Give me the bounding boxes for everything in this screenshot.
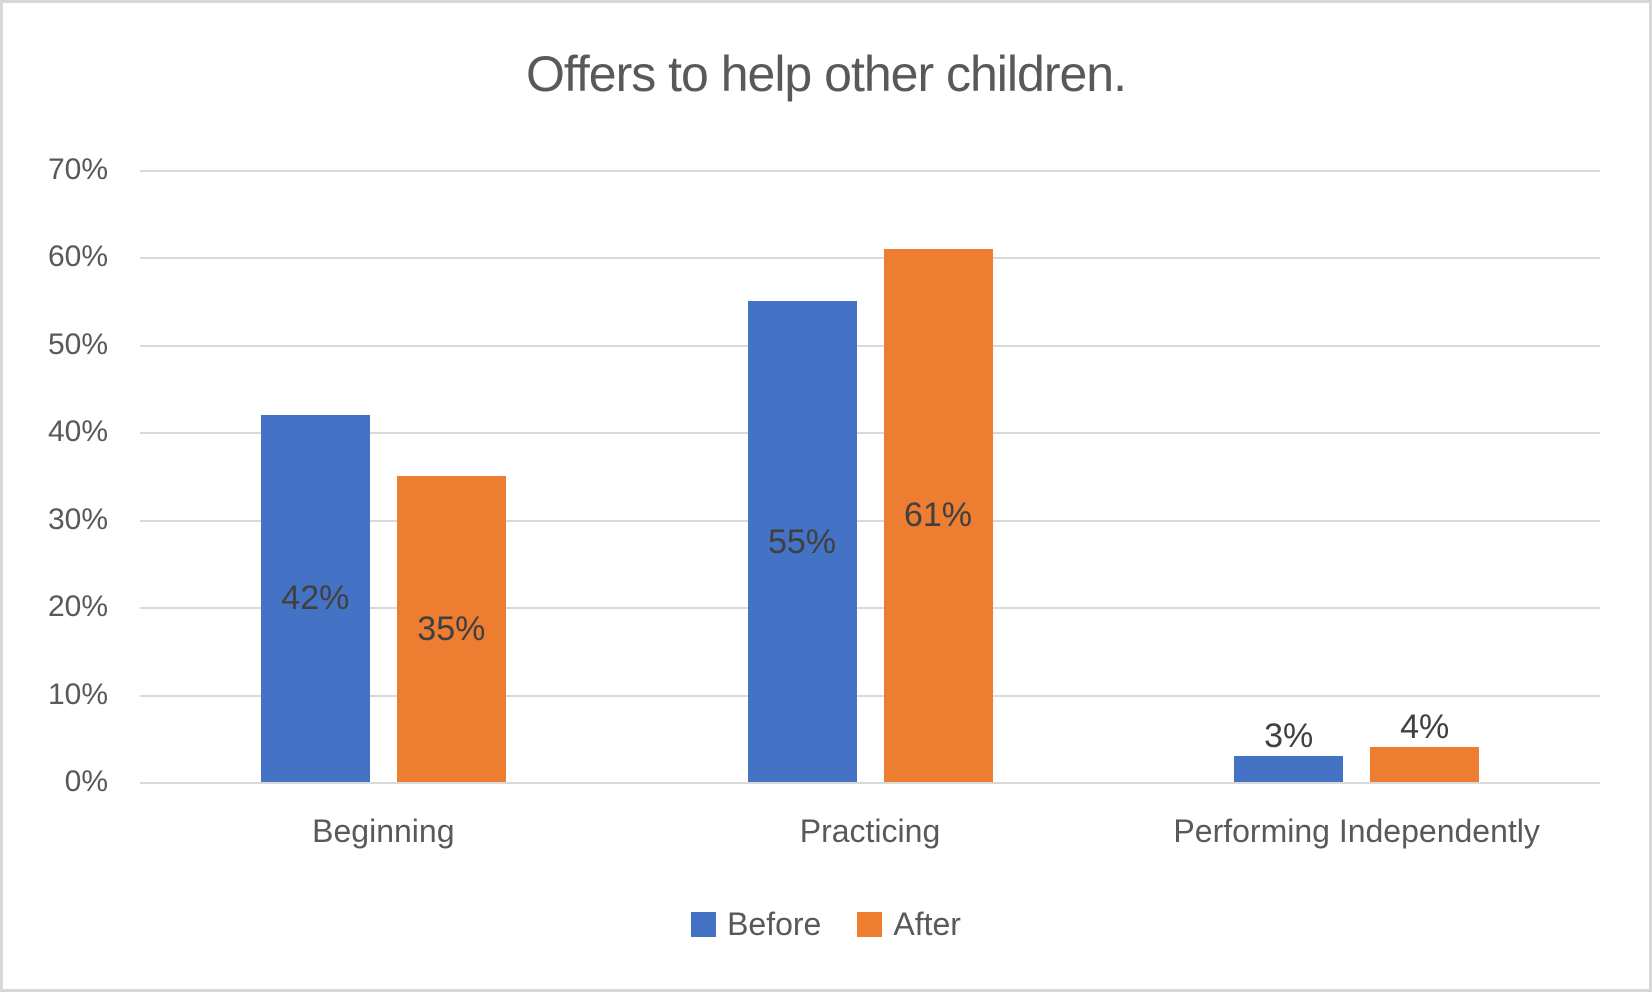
data-label-after-performing-independently: 4%: [1400, 708, 1450, 747]
plot-area: 42% 55% 3% 35% 61% 4%: [140, 170, 1600, 784]
bar-after-practicing[interactable]: [883, 248, 993, 782]
x-axis-category-label-performing-independently: Performing Independently: [1173, 813, 1540, 849]
legend-label: After: [893, 906, 961, 942]
gridline: [140, 519, 1600, 522]
legend-swatch-before: [691, 911, 717, 937]
bar-before-beginning[interactable]: [260, 414, 370, 782]
chart-title: Offers to help other children.: [526, 46, 1127, 102]
gridline: [140, 344, 1600, 347]
gridline: [140, 782, 1600, 784]
legend-item-after[interactable]: After: [857, 904, 961, 944]
y-axis-tick-label: 50%: [47, 327, 108, 361]
y-axis-tick-label: 10%: [47, 677, 108, 711]
bar-before-practicing[interactable]: [747, 301, 857, 782]
gridline: [140, 170, 1600, 172]
y-axis-tick-label: 0%: [64, 765, 108, 798]
y-axis-tick-label: 40%: [47, 415, 108, 449]
legend-item-before[interactable]: Before: [691, 904, 821, 944]
bar-before-performing-independently[interactable]: [1234, 755, 1344, 782]
x-axis-category-label-beginning: Beginning: [312, 813, 455, 849]
y-axis-tick-label: 70%: [47, 153, 108, 186]
gridline: [140, 694, 1600, 697]
gridline: [140, 257, 1600, 260]
legend-label: Before: [727, 906, 822, 942]
gridline: [140, 432, 1600, 435]
x-axis-category-label-practicing: Practicing: [799, 813, 941, 849]
y-axis-tick-label: 20%: [47, 590, 108, 624]
legend-swatch-after: [857, 911, 883, 937]
legend: Before After: [3, 904, 1649, 944]
y-axis-tick-label: 60%: [47, 240, 108, 274]
gridline: [140, 607, 1600, 610]
data-label-after-practicing: 61%: [903, 496, 973, 535]
bar-after-beginning[interactable]: [396, 476, 506, 782]
data-label-before-beginning: 42%: [281, 579, 350, 618]
data-label-before-performing-independently: 3%: [1264, 716, 1314, 755]
y-axis-tick-label: 30%: [47, 502, 108, 536]
data-label-before-practicing: 55%: [767, 522, 837, 561]
bar-after-performing-independently[interactable]: [1370, 747, 1480, 782]
data-label-after-beginning: 35%: [417, 610, 486, 648]
